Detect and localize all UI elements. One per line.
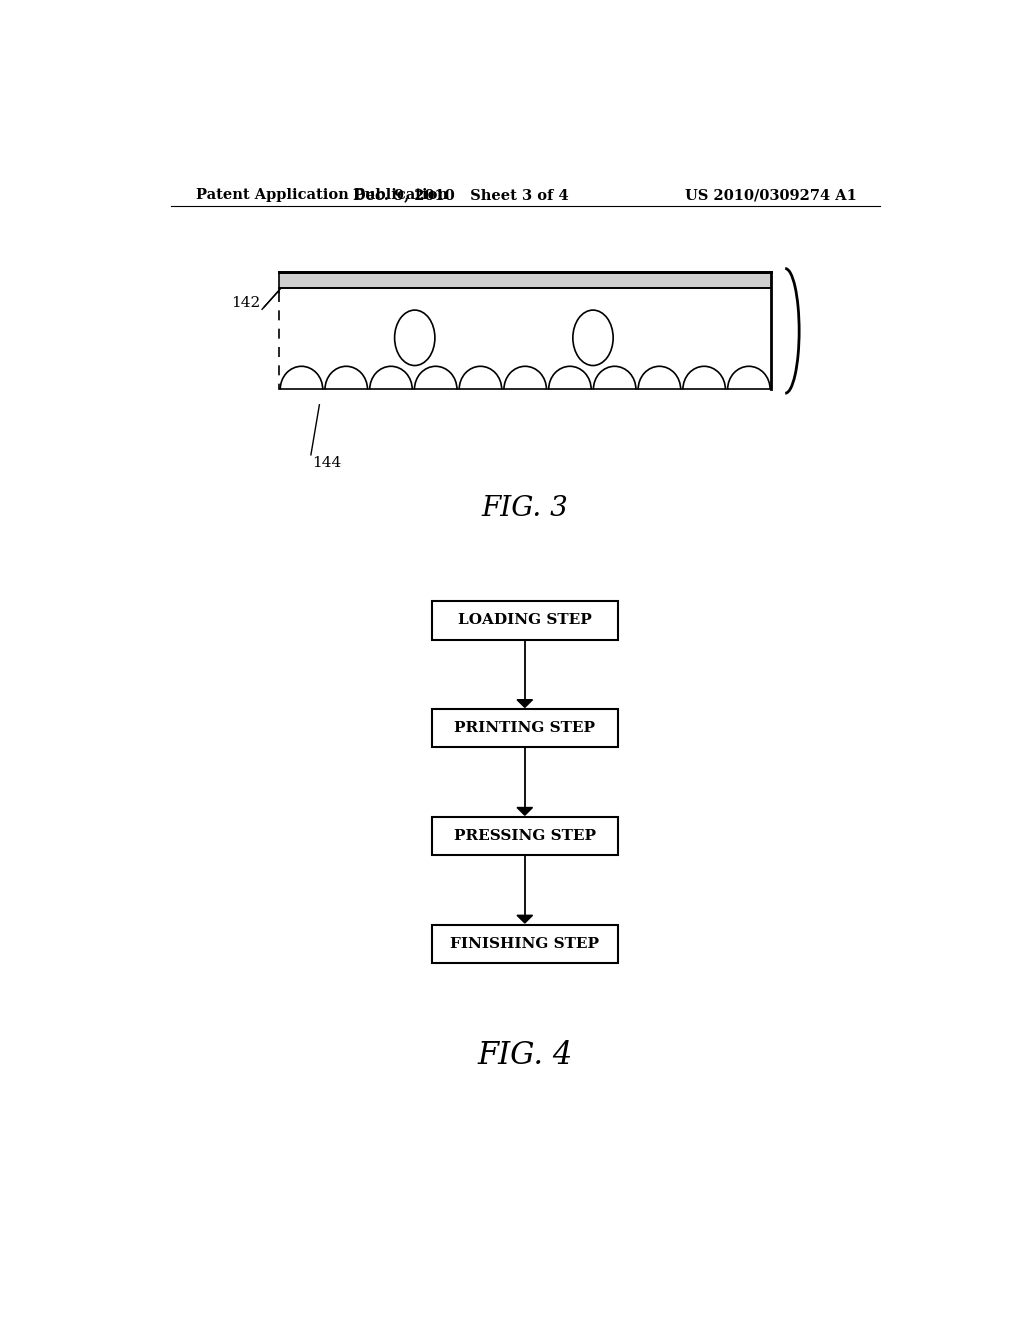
Polygon shape	[280, 272, 771, 288]
Text: FINISHING STEP: FINISHING STEP	[451, 937, 599, 950]
Text: 142: 142	[231, 296, 260, 310]
Text: Patent Application Publication: Patent Application Publication	[197, 189, 449, 202]
Text: Dec. 9, 2010   Sheet 3 of 4: Dec. 9, 2010 Sheet 3 of 4	[353, 189, 569, 202]
Bar	[432, 817, 617, 855]
Text: 144: 144	[312, 455, 342, 470]
Text: PRESSING STEP: PRESSING STEP	[454, 829, 596, 843]
Bar	[432, 924, 617, 964]
Text: FIG. 3: FIG. 3	[481, 495, 568, 523]
Ellipse shape	[572, 310, 613, 366]
Bar	[432, 709, 617, 747]
Text: PRINTING STEP: PRINTING STEP	[455, 721, 595, 735]
Polygon shape	[517, 915, 532, 923]
Text: US 2010/0309274 A1: US 2010/0309274 A1	[685, 189, 856, 202]
Text: LOADING STEP: LOADING STEP	[458, 614, 592, 627]
Text: FIG. 4: FIG. 4	[477, 1040, 572, 1071]
Bar	[432, 601, 617, 640]
Polygon shape	[517, 808, 532, 816]
Polygon shape	[517, 700, 532, 708]
Ellipse shape	[394, 310, 435, 366]
